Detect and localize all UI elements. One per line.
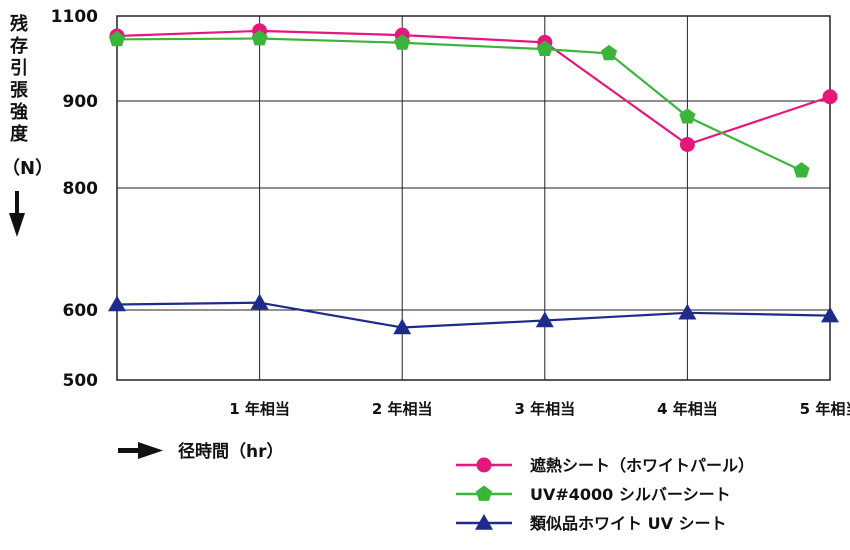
- x-tick-label: 2 年相当: [372, 400, 433, 418]
- y-axis-ticks: 1100 900 800 600 500: [51, 7, 98, 391]
- series-line: [116, 301, 831, 329]
- data-point: [251, 30, 268, 46]
- x-tick-label: 4 年相当: [657, 400, 718, 418]
- y-axis-label-char: 残: [10, 13, 28, 35]
- x-axis-label: 径時間（hr）: [178, 441, 284, 462]
- y-tick-label: 900: [63, 92, 99, 112]
- data-point: [678, 303, 697, 320]
- data-point: [394, 34, 411, 50]
- data-point: [822, 89, 838, 105]
- series-line: [116, 37, 802, 172]
- legend-label: UV#4000 シルバーシート: [530, 485, 731, 504]
- legend-item: UV#4000 シルバーシート: [456, 485, 731, 504]
- grid: [117, 16, 830, 380]
- y-tick-label: 600: [63, 301, 99, 321]
- legend-item: 遮熱シート（ホワイトパール）: [456, 456, 754, 475]
- y-tick-label: 1100: [51, 7, 98, 27]
- y-axis-unit: （N）: [2, 158, 53, 179]
- data-point: [821, 306, 839, 323]
- plot-frame: [116, 15, 831, 381]
- data-point: [535, 311, 554, 328]
- y-tick-label: 500: [63, 371, 99, 391]
- data-point: [108, 30, 126, 47]
- data-point: [600, 44, 618, 61]
- data-point: [793, 162, 810, 178]
- data-point: [108, 295, 126, 312]
- data-point: [250, 293, 269, 310]
- legend-marker: [475, 485, 493, 501]
- legend-marker: [476, 457, 492, 473]
- legend-item: 類似品ホワイト UV シート: [456, 514, 727, 533]
- data-point: [679, 108, 696, 124]
- legend-label: 類似品ホワイト UV シート: [529, 514, 727, 533]
- series-layer: [108, 23, 839, 335]
- y-axis-label-char: 張: [10, 80, 29, 101]
- y-tick-label: 800: [63, 179, 99, 199]
- data-point: [679, 137, 695, 152]
- series-triangle: [108, 293, 839, 335]
- series-pentagon: [108, 30, 810, 178]
- x-axis-ticks: 1 年相当 2 年相当 3 年相当 4 年相当 5 年相当: [229, 400, 850, 418]
- legend-marker: [475, 514, 493, 530]
- x-tick-label: 5 年相当: [800, 400, 850, 418]
- series-circle: [109, 23, 838, 152]
- y-axis-arrow-icon: [9, 191, 25, 237]
- x-axis-arrow-icon: [118, 442, 163, 459]
- y-axis-label-char: 強: [10, 101, 28, 123]
- data-point: [393, 318, 412, 335]
- data-point: [536, 40, 553, 56]
- x-tick-label: 1 年相当: [229, 400, 290, 418]
- y-axis-label-char: 存: [10, 35, 28, 57]
- legend-label: 遮熱シート（ホワイトパール）: [530, 456, 754, 475]
- series-line: [116, 29, 831, 146]
- x-tick-label: 3 年相当: [514, 400, 575, 418]
- y-axis-label-char: 度: [10, 123, 29, 145]
- y-axis-label-char: 引: [10, 58, 28, 79]
